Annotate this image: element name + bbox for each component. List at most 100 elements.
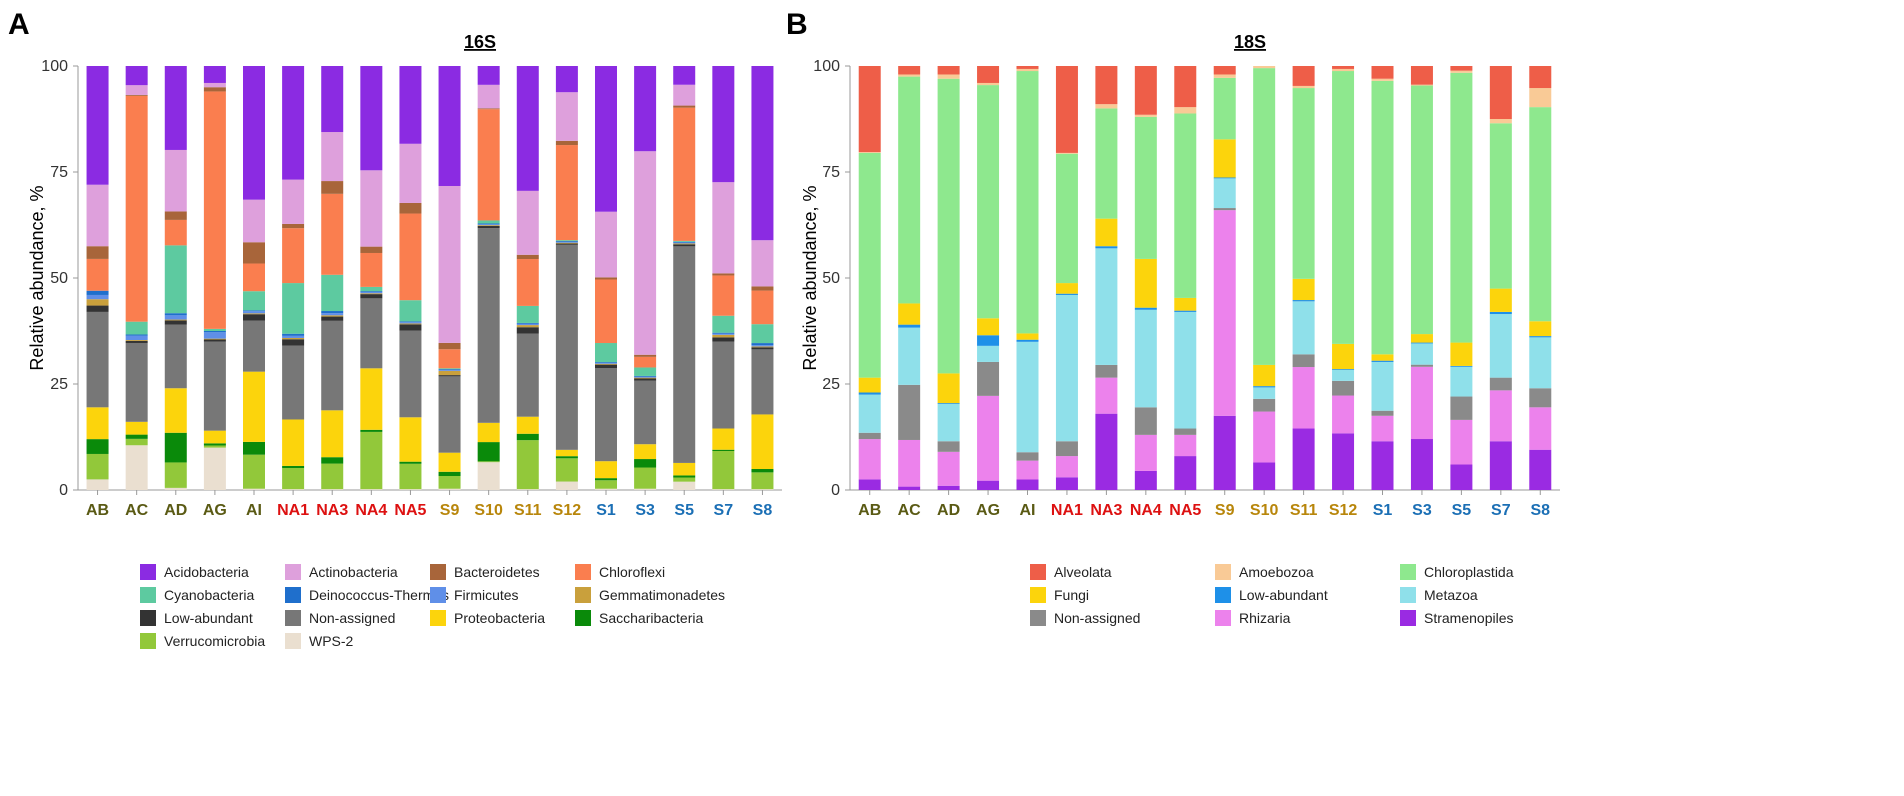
bar-segment-ag-gemmatimonadetes xyxy=(203,338,226,340)
bar-segment-s9-deinococcus-thermus xyxy=(438,369,461,371)
bar-segment-ab-amoebozoa xyxy=(858,152,881,153)
bar-segment-na1-fungi xyxy=(1055,283,1078,294)
bar-segment-ac-acidobacteria xyxy=(125,66,148,86)
bar-segment-s3-alveolata xyxy=(1410,66,1433,85)
bar-segment-s10-cyanobacteria xyxy=(477,220,500,224)
bar-segment-s11-deinococcus-thermus xyxy=(516,322,539,324)
bar-segment-s11-low-abundant xyxy=(1292,300,1315,302)
bar-s5 xyxy=(1450,66,1473,490)
bar-segment-na4-proteobacteria xyxy=(360,368,383,430)
bar-segment-ac-stramenopiles xyxy=(898,486,921,490)
legend-18s: Alveolata Amoebozoa Chloroplastida Fungi Low… xyxy=(1030,564,1514,626)
bar-segment-ag-proteobacteria xyxy=(203,430,226,444)
x-tick-label-s12: S12 xyxy=(553,502,582,519)
bar-segment-na3-gemmatimonadetes xyxy=(321,315,344,317)
legend-label-non-assigned: Non-assigned xyxy=(309,610,395,626)
bar-segment-s7-proteobacteria xyxy=(712,428,735,450)
bar-segment-s8-rhizaria xyxy=(1529,407,1552,450)
bar-segment-s9-firmicutes xyxy=(438,370,461,371)
bar-segment-s11-non-assigned xyxy=(1292,354,1315,368)
bar-segment-ag-non-assigned xyxy=(977,361,1000,396)
bar-segment-na1-saccharibacteria xyxy=(282,465,305,469)
chart-title-16s: 16S xyxy=(464,32,496,52)
bar-segment-ab-alveolata xyxy=(858,66,881,153)
legend-swatch-wps-2 xyxy=(285,633,301,649)
bar-segment-s11-acidobacteria xyxy=(516,66,539,191)
bar-segment-ac-cyanobacteria xyxy=(125,321,148,335)
bar-segment-s9-cyanobacteria xyxy=(438,368,461,370)
x-tick-label-s10: S10 xyxy=(1250,502,1279,519)
bar-segment-s1-low-abundant xyxy=(1371,360,1394,362)
bar-segment-ac-proteobacteria xyxy=(125,421,148,435)
bar-segment-na3-low-abundant xyxy=(321,316,344,321)
bar-segment-s8-gemmatimonadetes xyxy=(751,346,774,348)
bar-segment-s7-non-assigned xyxy=(1489,377,1512,391)
bar-s1 xyxy=(1371,66,1394,490)
bar-segment-ab-gemmatimonadetes xyxy=(86,299,109,306)
legend-label-cyanobacteria: Cyanobacteria xyxy=(164,587,254,603)
bar-segment-ai-fungi xyxy=(1016,333,1039,340)
bar-segment-ad-alveolata xyxy=(937,66,960,75)
bar-segment-ab-fungi xyxy=(858,377,881,393)
bar-segment-s10-low-abundant xyxy=(1253,386,1276,388)
legend-label-fungi: Fungi xyxy=(1054,587,1089,603)
bar-segment-na1-non-assigned xyxy=(1055,441,1078,457)
y-tick-label: 75 xyxy=(50,164,68,181)
legend-label-verrucomicrobia: Verrucomicrobia xyxy=(164,633,265,649)
y-axis-label-16s: Relative abundance, % xyxy=(27,185,47,370)
bar-segment-ad-deinococcus-thermus xyxy=(164,313,187,316)
bar-segment-ad-non-assigned xyxy=(164,324,187,389)
bar-segment-ab-non-assigned xyxy=(858,432,881,440)
bar-segment-ab-metazoa xyxy=(858,394,881,433)
bar-segment-s11-saccharibacteria xyxy=(516,433,539,441)
legend-label-rhizaria: Rhizaria xyxy=(1239,610,1291,626)
bar-segment-ai-low-abundant xyxy=(1016,339,1039,342)
bar-segment-s11-gemmatimonadetes xyxy=(516,325,539,328)
legend-item-stramenopiles: Stramenopiles xyxy=(1400,610,1514,626)
bar-segment-s1-stramenopiles xyxy=(1371,441,1394,490)
bar-segment-ac-gemmatimonadetes xyxy=(125,340,148,341)
legend-swatch-verrucomicrobia xyxy=(140,633,156,649)
bar-segment-s5-wps-2 xyxy=(673,481,696,490)
bar-segment-ab-stramenopiles xyxy=(858,479,881,490)
bar-segment-ac-metazoa xyxy=(898,327,921,385)
bar-segment-s8-low-abundant xyxy=(1529,336,1552,338)
bar-segment-ab-non-assigned xyxy=(86,311,109,408)
bar-segment-ag-low-abundant xyxy=(203,339,226,342)
bar-segment-s7-rhizaria xyxy=(1489,390,1512,442)
bar-segment-s11-bacteroidetes xyxy=(516,254,539,260)
bar-segment-s11-chloroflexi xyxy=(516,259,539,306)
bar-segment-ad-metazoa xyxy=(937,403,960,442)
bar-segment-na1-amoebozoa xyxy=(1055,152,1078,154)
bar-segment-s8-chloroplastida xyxy=(1529,107,1552,322)
bar-segment-ai-cyanobacteria xyxy=(243,291,265,311)
legend-16s: Acidobacteria Actinobacteria Bacteroidetes… xyxy=(140,564,725,649)
bar-segment-s12-firmicutes xyxy=(555,241,578,243)
bar-segment-na3-saccharibacteria xyxy=(321,457,344,464)
bar-segment-s5-acidobacteria xyxy=(673,66,696,85)
bar-segment-s12-chloroplastida xyxy=(1332,71,1355,344)
bar-segment-ag-chloroplastida xyxy=(977,85,1000,319)
bar-segment-ac-verrucomicrobia xyxy=(125,438,148,446)
bar-segment-na4-non-assigned xyxy=(360,298,383,369)
legend-label-bacteroidetes: Bacteroidetes xyxy=(454,564,540,580)
bar-segment-s9-acidobacteria xyxy=(438,66,461,186)
bar-segment-ai-gemmatimonadetes xyxy=(243,313,265,315)
x-tick-label-ag: AG xyxy=(203,502,227,519)
bar-segment-na3-proteobacteria xyxy=(321,410,344,458)
bar-segment-s12-stramenopiles xyxy=(1332,433,1355,490)
legend-item-low-abundant: Low-abundant xyxy=(140,610,253,626)
legend-swatch-rhizaria xyxy=(1215,610,1231,626)
bar-segment-ai-alveolata xyxy=(1016,66,1039,69)
bar-segment-s1-acidobacteria xyxy=(595,66,617,212)
bar-segment-s12-chloroflexi xyxy=(555,145,578,241)
bar-segment-s7-gemmatimonadetes xyxy=(712,334,735,338)
bar-segment-s12-low-abundant xyxy=(555,243,578,245)
x-tick-label-s8: S8 xyxy=(753,502,773,519)
bar-segment-s12-low-abundant xyxy=(1332,369,1355,370)
bar-segment-ag-deinococcus-thermus xyxy=(203,331,226,333)
bar-segment-s7-deinococcus-thermus xyxy=(712,332,735,334)
bar-segment-ad-wps-2 xyxy=(164,487,187,490)
bar-segment-s9-verrucomicrobia xyxy=(438,476,461,489)
bar-segment-ac-bacteroidetes xyxy=(125,94,148,96)
